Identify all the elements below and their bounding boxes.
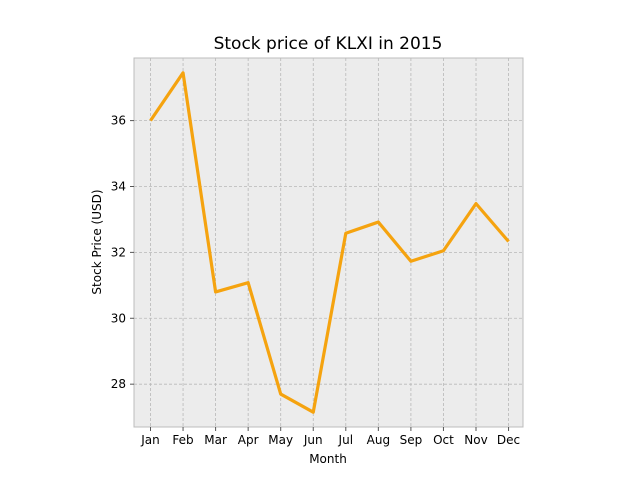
chart-title: Stock price of KLXI in 2015 bbox=[214, 34, 443, 54]
series bbox=[149, 71, 510, 414]
y-tick-label: 30 bbox=[111, 311, 126, 325]
x-tick-label: Jun bbox=[303, 433, 323, 447]
y-tick-label: 34 bbox=[111, 179, 126, 193]
x-tick-label: Jan bbox=[140, 433, 160, 447]
x-tick-label: Nov bbox=[464, 433, 487, 447]
x-axis-label: Month bbox=[309, 452, 347, 466]
x-axis: Jan Feb Mar Apr May Jun Jul Aug Sep Oct Nov Dec bbox=[140, 427, 520, 447]
x-tick-label: Sep bbox=[400, 433, 423, 447]
y-tick-label: 28 bbox=[111, 377, 126, 391]
x-tick-label: Mar bbox=[204, 433, 227, 447]
x-tick-label: Aug bbox=[367, 433, 390, 447]
x-tick-label: May bbox=[268, 433, 293, 447]
x-tick-label: Feb bbox=[172, 433, 193, 447]
y-tick-label: 32 bbox=[111, 245, 126, 259]
plot-area bbox=[133, 57, 524, 428]
x-tick-label: Apr bbox=[238, 433, 259, 447]
x-tick-label: Jul bbox=[338, 433, 353, 447]
y-tick-label: 36 bbox=[111, 114, 126, 128]
y-axis: 28 30 32 34 36 bbox=[111, 114, 134, 391]
grid bbox=[134, 58, 523, 427]
y-axis-label: Stock Price (USD) bbox=[90, 189, 104, 294]
x-tick-label: Dec bbox=[497, 433, 520, 447]
x-tick-label: Oct bbox=[433, 433, 454, 447]
series-line bbox=[149, 71, 510, 414]
